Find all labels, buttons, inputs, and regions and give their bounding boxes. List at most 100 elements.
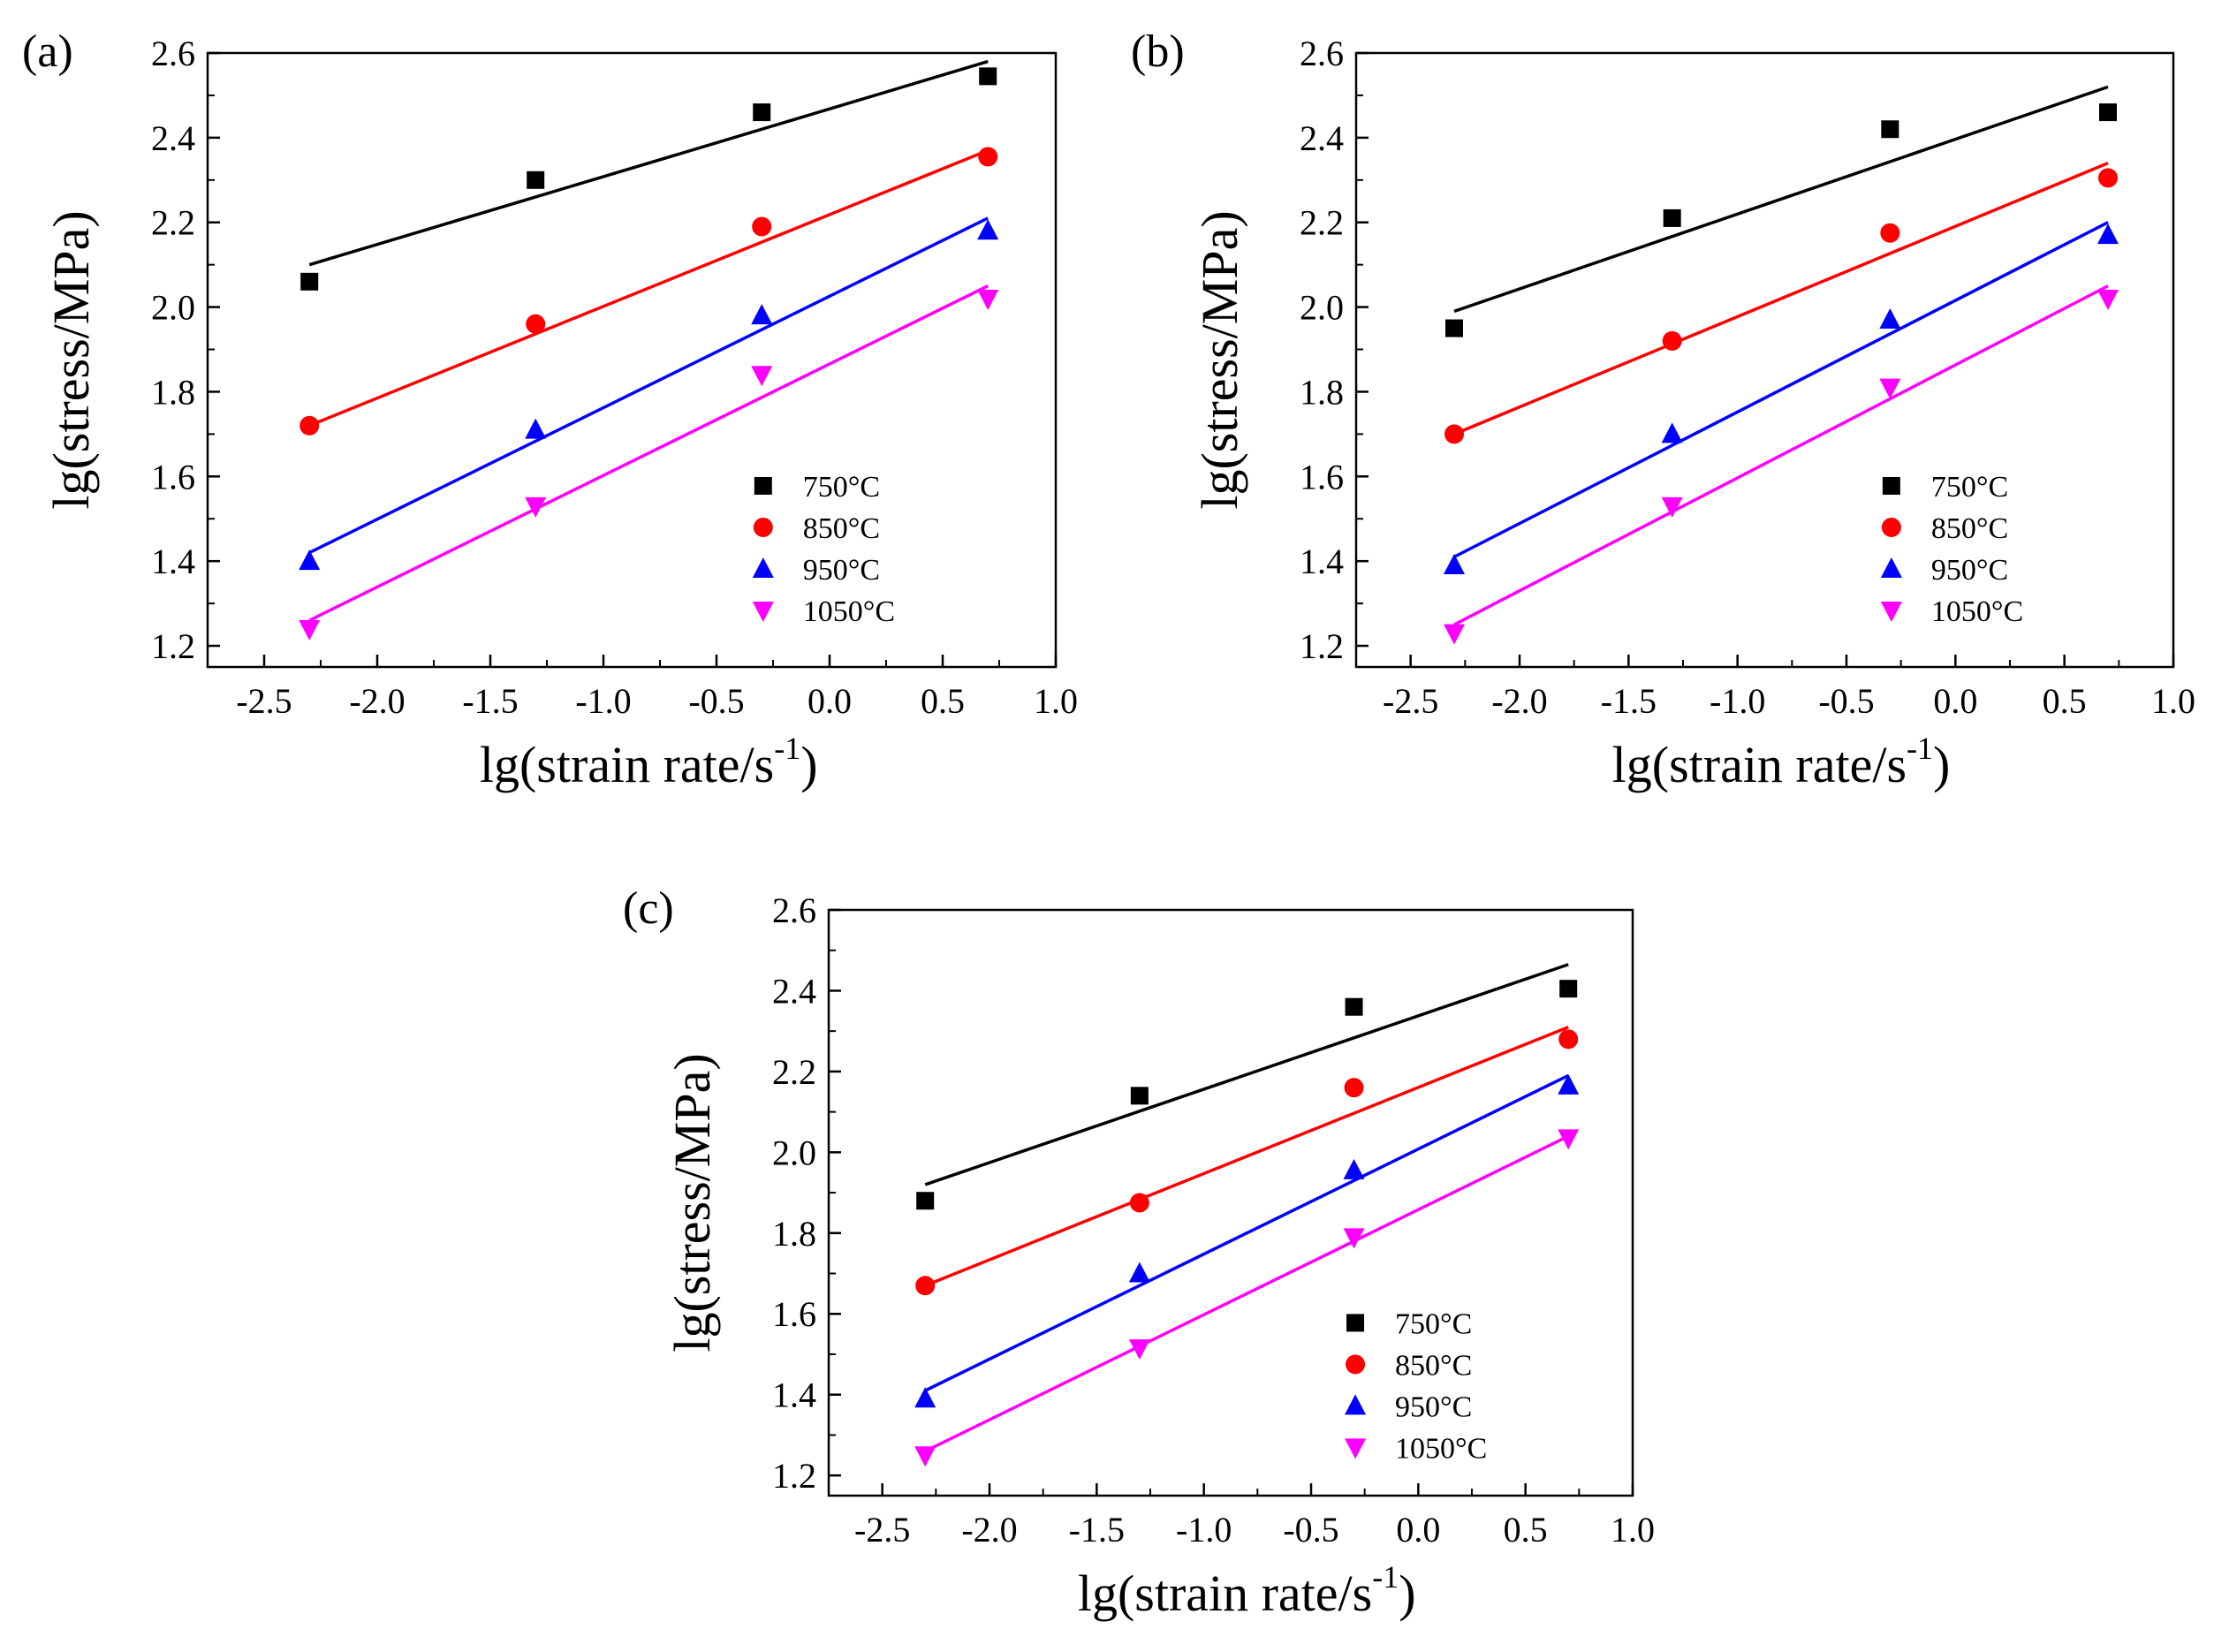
x-tick-label: 0.0 bbox=[1933, 681, 1977, 721]
data-point bbox=[978, 147, 998, 167]
y-tick-label: 1.2 bbox=[772, 1456, 816, 1496]
y-tick-label: 2.4 bbox=[151, 118, 195, 158]
x-axis-label: lg(strain rate/s-1) bbox=[480, 731, 818, 793]
x-tick-label: -1.0 bbox=[1710, 681, 1765, 721]
x-axis-label-main: lg(strain rate/s bbox=[1612, 736, 1907, 793]
legend-label: 750°C bbox=[803, 471, 880, 504]
x-tick-label: 1.0 bbox=[1611, 1510, 1655, 1550]
panel-label: (c) bbox=[623, 883, 674, 934]
legend-marker bbox=[1881, 517, 1901, 537]
chart-panel-b: (b) -2.5 -2.0 -1.5 -1.0 -0.5 0.0 0.5 1.0 1.2 1.4 1.… bbox=[1118, 0, 2214, 826]
fit-line bbox=[308, 216, 989, 555]
fit-line bbox=[924, 1025, 1569, 1287]
series-1 bbox=[299, 147, 998, 436]
y-tick-label: 2.2 bbox=[772, 1052, 816, 1092]
fit-line bbox=[308, 59, 989, 267]
x-tick-label: -1.0 bbox=[1176, 1510, 1232, 1550]
data-point bbox=[2097, 290, 2119, 310]
legend: 750°C 850°C 950°C 1050°C bbox=[752, 471, 895, 628]
x-axis-label-superscript: -1 bbox=[774, 731, 800, 766]
data-point bbox=[2098, 168, 2118, 188]
fit-line bbox=[1453, 221, 2109, 558]
data-point bbox=[753, 103, 771, 122]
x-tick-label: 0.5 bbox=[2043, 681, 2087, 721]
legend-marker bbox=[1880, 557, 1902, 578]
y-tick-label: 2.2 bbox=[151, 203, 195, 243]
y-axis-label: lg(stress/MPa) bbox=[663, 1053, 721, 1352]
data-point bbox=[977, 290, 999, 310]
y-tick-label: 1.4 bbox=[772, 1375, 816, 1415]
chart-panel-a: (a) -2.5 -2.0 -1.5 -1.0 -0.5 0.0 0.5 1.0 1.2 1.4 1.… bbox=[0, 0, 1104, 826]
data-point bbox=[299, 415, 320, 436]
legend-label: 850°C bbox=[1931, 512, 2008, 545]
data-point bbox=[977, 219, 999, 240]
data-point bbox=[525, 496, 547, 518]
legend: 750°C 850°C 950°C 1050°C bbox=[1345, 1307, 1487, 1465]
y-tick-label: 1.8 bbox=[151, 372, 195, 412]
y-tick-label: 2.2 bbox=[1300, 203, 1344, 243]
y-tick-label: 2.6 bbox=[151, 34, 195, 73]
panel-label: (b) bbox=[1131, 27, 1185, 77]
plot-frame bbox=[1354, 51, 2175, 669]
data-point bbox=[526, 314, 546, 334]
data-point bbox=[1129, 1193, 1149, 1213]
fit-line bbox=[1453, 162, 2109, 436]
x-axis-label-close: ) bbox=[1399, 1565, 1415, 1622]
y-tick-label: 1.8 bbox=[772, 1214, 816, 1254]
data-point bbox=[1128, 1262, 1150, 1283]
series-2 bbox=[1444, 221, 2119, 574]
y-tick-label: 1.2 bbox=[1300, 626, 1344, 666]
legend-marker bbox=[1345, 1438, 1367, 1459]
data-point bbox=[1558, 1029, 1579, 1050]
legend-marker bbox=[753, 517, 773, 537]
x-axis-label-main: lg(strain rate/s bbox=[480, 736, 774, 793]
series-0 bbox=[300, 59, 997, 291]
y-tick-label: 2.4 bbox=[772, 971, 816, 1011]
data-point bbox=[1444, 624, 1465, 645]
chart-svg-b: (b) -2.5 -2.0 -1.5 -1.0 -0.5 0.0 0.5 1.0 1.2 1.4 1.… bbox=[1131, 27, 2195, 793]
x-tick-label: -1.5 bbox=[1069, 1510, 1125, 1550]
data-point bbox=[1879, 378, 1901, 399]
data-point bbox=[1344, 1078, 1364, 1098]
x-axis-label-close: ) bbox=[800, 736, 817, 793]
x-tick-label: -2.5 bbox=[236, 681, 292, 721]
series-1 bbox=[915, 1025, 1579, 1296]
chart-svg-a: (a) -2.5 -2.0 -1.5 -1.0 -0.5 0.0 0.5 1.0 1.2 1.4 1.… bbox=[22, 27, 1078, 793]
legend-label: 1050°C bbox=[1931, 595, 2023, 628]
x-tick-label: -0.5 bbox=[1283, 1510, 1338, 1550]
fit-line bbox=[308, 284, 989, 622]
data-point bbox=[1558, 1073, 1580, 1095]
legend-label: 750°C bbox=[1931, 471, 2008, 504]
series-2 bbox=[914, 1073, 1580, 1408]
data-point bbox=[1880, 223, 1900, 243]
data-point bbox=[751, 366, 773, 387]
chart-svg-c: (c) -2.5 -2.0 -1.5 -1.0 -0.5 0.0 0.5 1.0 1.2 1.4 1.… bbox=[623, 883, 1655, 1622]
legend-marker bbox=[1346, 1354, 1366, 1375]
legend-marker bbox=[752, 557, 774, 578]
legend-label: 850°C bbox=[803, 512, 880, 545]
panel-label: (a) bbox=[22, 27, 73, 77]
data-point bbox=[1345, 997, 1363, 1016]
data-point bbox=[300, 272, 319, 291]
legend-label: 950°C bbox=[1395, 1391, 1472, 1423]
fit-line bbox=[924, 963, 1569, 1186]
data-point bbox=[1444, 424, 1464, 444]
x-axis-label-main: lg(strain rate/s bbox=[1078, 1565, 1372, 1622]
x-axis-label-superscript: -1 bbox=[1372, 1559, 1399, 1595]
data-point bbox=[1879, 307, 1901, 329]
data-point bbox=[525, 418, 547, 439]
fit-line bbox=[1453, 85, 2109, 314]
data-point bbox=[1558, 1129, 1580, 1150]
data-point bbox=[299, 619, 321, 640]
legend-label: 1050°C bbox=[1395, 1432, 1487, 1465]
y-tick-label: 1.8 bbox=[1300, 372, 1344, 412]
series-1 bbox=[1444, 162, 2118, 444]
data-point bbox=[2099, 103, 2117, 122]
data-point bbox=[915, 1276, 936, 1296]
legend-label: 950°C bbox=[803, 554, 880, 587]
data-point bbox=[914, 1387, 936, 1408]
data-point bbox=[1663, 208, 1681, 227]
series-0 bbox=[916, 963, 1578, 1210]
x-tick-label: 0.0 bbox=[1396, 1510, 1440, 1550]
chart-panel-c: (c) -2.5 -2.0 -1.5 -1.0 -0.5 0.0 0.5 1.0 1.2 1.4 1.… bbox=[618, 839, 1723, 1652]
